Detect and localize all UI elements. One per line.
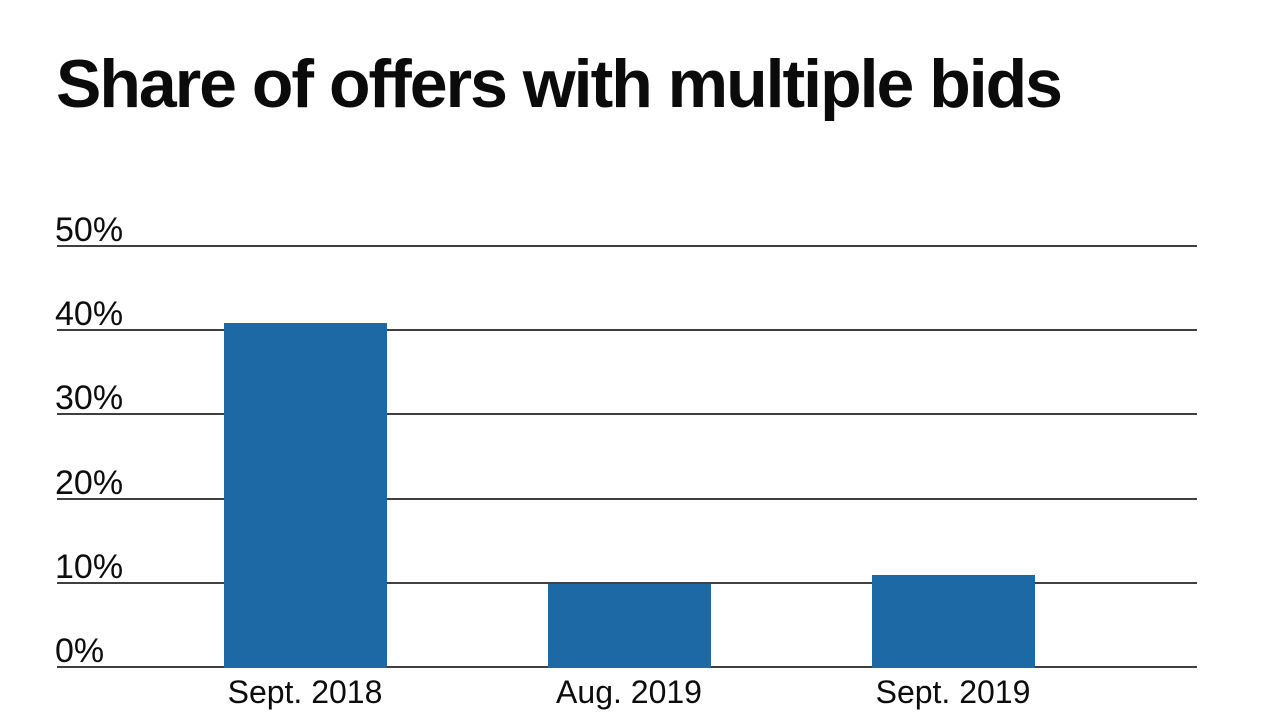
gridline-30 [57, 413, 1197, 416]
bar-aug-2019 [547, 583, 711, 668]
y-tick-label-40: 40% [55, 295, 124, 334]
gridline-50 [57, 245, 1197, 247]
bar-sept-2019 [871, 575, 1035, 668]
y-tick-label-30: 30% [55, 379, 124, 418]
x-axis-label-sept-2018: Sept. 2018 [227, 674, 383, 710]
x-axis-label-sept-2019: Sept. 2019 [875, 674, 1031, 710]
gridline-10 [57, 581, 1197, 584]
y-tick-label-0: 0% [55, 632, 105, 670]
gridline-40 [57, 329, 1197, 332]
chart-title: Share of offers with multiple bids [56, 46, 1063, 122]
y-tick-label-10: 10% [55, 547, 124, 586]
x-axis-label-aug-2019: Aug. 2019 [556, 674, 702, 710]
gridline-20 [57, 497, 1197, 500]
y-tick-label-20: 20% [55, 463, 124, 502]
bar-sept-2018 [223, 322, 387, 668]
y-tick-label-50: 50% [55, 211, 124, 249]
